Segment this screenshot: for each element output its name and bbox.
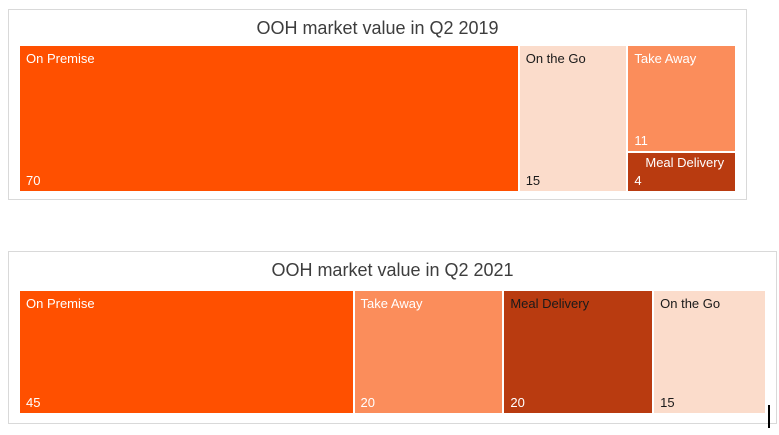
treemap-cell-label: Meal Delivery [645,154,725,170]
treemap-chart-q2-2019: OOH market value in Q2 2019 On Premise 70… [8,9,747,200]
treemap-cell-value: 4 [634,173,642,188]
treemap-cell-meal-delivery: Meal Delivery 4 [628,152,736,191]
treemap-column: Take Away 11 Meal Delivery 4 [628,46,736,191]
treemap-cell-take-away: Take Away 20 [354,291,503,413]
treemap-cell-label: On the Go [525,51,586,66]
treemap-column: On the Go 15 [519,46,627,191]
treemap-chart-q2-2021: OOH market value in Q2 2021 On Premise 45… [8,251,777,424]
treemap-cell-value: 70 [26,173,41,188]
treemap-cell-value: 20 [360,395,376,410]
treemap-cell-label: Take Away [360,296,423,311]
treemap-cell-label: On the Go [660,296,721,311]
chart-title-q2-2019: OOH market value in Q2 2019 [256,18,499,38]
treemap-cell-value: 20 [510,395,525,410]
treemap-cell-take-away: Take Away 11 [628,46,736,151]
treemap-column: On Premise 70 [20,46,518,191]
chart-title-q2-2021: OOH market value in Q2 2021 [271,260,514,280]
treemap-cell-label: On Premise [26,296,95,311]
treemap-plot-area-q2-2019: On Premise 70 On the Go 15 Take Away 11 Meal D… [20,46,736,191]
treemap-cell-value: 15 [525,173,541,188]
treemap-column: Meal Delivery 20 [504,291,653,413]
treemap-cell-value: 45 [26,395,41,410]
treemap-cell-on-premise: On Premise 70 [20,46,518,191]
text-cursor-caret [768,405,770,428]
treemap-cell-meal-delivery: Meal Delivery 20 [504,291,653,413]
treemap-column: On the Go 15 [654,291,765,413]
treemap-plot-area-q2-2021: On Premise 45 Take Away 20 Meal Delivery 20 On… [20,291,765,413]
treemap-cell-label: On Premise [26,51,95,66]
treemap-cell-value: 11 [634,132,648,148]
treemap-cell-on-the-go: On the Go 15 [519,46,627,191]
treemap-cell-value: 15 [660,395,675,410]
treemap-column: Take Away 20 [354,291,503,413]
treemap-column: On Premise 45 [20,291,353,413]
treemap-cell-label: Meal Delivery [510,296,590,311]
treemap-cell-on-the-go: On the Go 15 [654,291,765,413]
treemap-cell-on-premise: On Premise 45 [20,291,353,413]
treemap-cell-label: Take Away [634,51,697,66]
